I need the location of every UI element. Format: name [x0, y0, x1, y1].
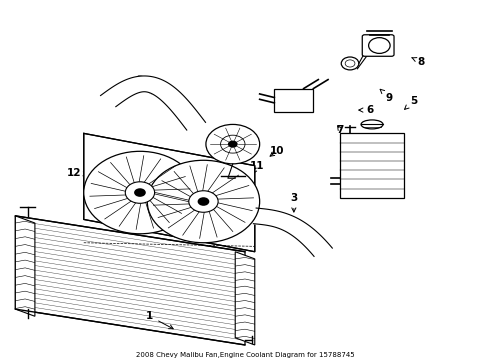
Text: 2008 Chevy Malibu Fan,Engine Coolant Diagram for 15788745: 2008 Chevy Malibu Fan,Engine Coolant Dia…: [136, 351, 354, 357]
Text: 7: 7: [337, 125, 344, 135]
Text: 3: 3: [290, 193, 297, 212]
Circle shape: [368, 38, 390, 53]
Polygon shape: [100, 76, 205, 130]
Text: 4: 4: [349, 150, 358, 166]
Polygon shape: [253, 208, 332, 256]
FancyBboxPatch shape: [362, 35, 394, 56]
Text: 11: 11: [250, 161, 265, 174]
Circle shape: [228, 140, 238, 148]
Circle shape: [125, 182, 155, 203]
Text: 2: 2: [136, 75, 154, 95]
Text: 10: 10: [270, 146, 284, 156]
Polygon shape: [274, 89, 314, 112]
Polygon shape: [235, 252, 255, 345]
Circle shape: [84, 151, 196, 234]
Text: 6: 6: [359, 105, 373, 115]
Text: 5: 5: [405, 96, 417, 109]
Circle shape: [206, 125, 260, 164]
Polygon shape: [15, 216, 35, 316]
Circle shape: [189, 191, 218, 212]
Text: 8: 8: [412, 57, 424, 67]
Circle shape: [197, 197, 209, 206]
Polygon shape: [84, 134, 255, 252]
Ellipse shape: [361, 120, 383, 129]
Text: 1: 1: [146, 311, 173, 329]
Circle shape: [147, 160, 260, 243]
Circle shape: [134, 188, 146, 197]
Polygon shape: [340, 134, 404, 198]
Text: 9: 9: [380, 89, 392, 103]
Text: 12: 12: [67, 168, 87, 178]
Polygon shape: [15, 216, 245, 345]
